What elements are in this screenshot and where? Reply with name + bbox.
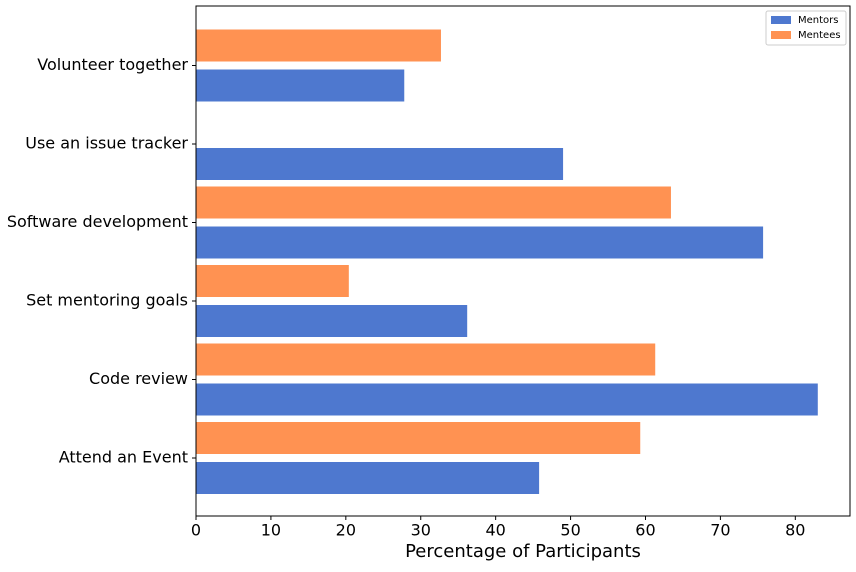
- bar: [196, 422, 641, 454]
- y-tick-label: Use an issue tracker: [25, 134, 188, 153]
- y-tick-label: Software development: [7, 212, 188, 231]
- x-tick-label: 0: [191, 521, 201, 540]
- y-tick-label: Set mentoring goals: [26, 291, 188, 310]
- bar: [196, 462, 540, 494]
- bar: [196, 265, 349, 297]
- bar: [196, 186, 671, 219]
- bar: [196, 148, 564, 180]
- legend-label: Mentors: [798, 15, 838, 26]
- bar: [196, 226, 764, 259]
- y-tick-label: Attend an Event: [59, 448, 188, 467]
- plot-frame: [195, 5, 851, 517]
- x-tick-label: 50: [560, 521, 580, 540]
- legend-label: Mentees: [798, 30, 841, 41]
- bar: [196, 343, 656, 376]
- x-tick-label: 20: [336, 521, 356, 540]
- legend-swatch: [771, 31, 791, 39]
- x-tick-label: 10: [261, 521, 281, 540]
- x-tick-label: 70: [710, 521, 730, 540]
- bar: [196, 69, 405, 102]
- y-tick-label: Code review: [89, 369, 188, 388]
- bar: [196, 383, 818, 416]
- x-tick-label: 80: [785, 521, 805, 540]
- bar: [196, 29, 441, 62]
- y-tick-label: Volunteer together: [37, 55, 188, 74]
- x-tick-label: 60: [635, 521, 655, 540]
- bar: [196, 305, 468, 337]
- x-axis-label: Percentage of Participants: [405, 541, 641, 562]
- x-tick-label: 40: [485, 521, 505, 540]
- legend-swatch: [771, 16, 791, 24]
- x-tick-label: 30: [411, 521, 431, 540]
